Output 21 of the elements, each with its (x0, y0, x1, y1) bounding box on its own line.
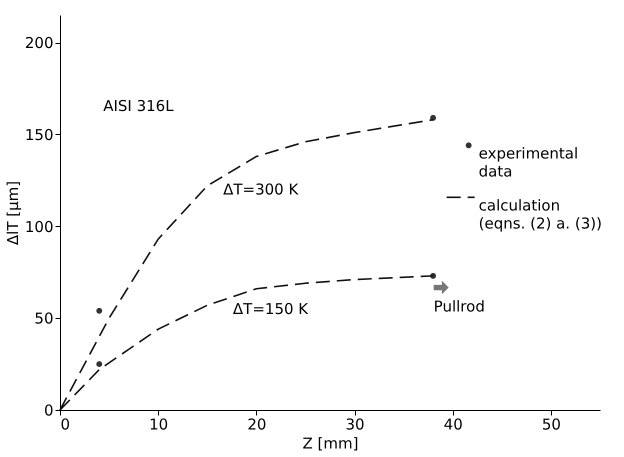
x-tick-label: 40 (444, 416, 463, 434)
y-tick-label: 150 (24, 126, 54, 144)
point (96, 361, 102, 368)
legend-label: experimental data (478, 144, 578, 180)
y-tick-label: 50 (34, 310, 54, 328)
annotation: Pullrod (434, 298, 485, 316)
x-tick-label: 50 (542, 416, 561, 434)
x-tick-label: 0 (60, 416, 70, 434)
y-axis-title: ΔlT [µm] (4, 180, 22, 246)
x-tick-label: 30 (346, 416, 365, 434)
annotation: AISI 316L (103, 96, 174, 115)
annotation: ΔT=150 K (232, 300, 310, 318)
x-tick-label: 10 (149, 416, 168, 434)
y-tick-label: 200 (24, 34, 54, 52)
y-tick-label: 0 (44, 402, 54, 420)
point (96, 308, 102, 314)
x-tick-label: 20 (247, 416, 266, 434)
legend-label: calculation (eqns. (2) a. (3)) (478, 196, 602, 232)
annotation: ΔT=300 K (223, 180, 300, 199)
x-axis-title: Z [mm] (302, 434, 358, 452)
y-tick-label: 100 (24, 218, 54, 236)
